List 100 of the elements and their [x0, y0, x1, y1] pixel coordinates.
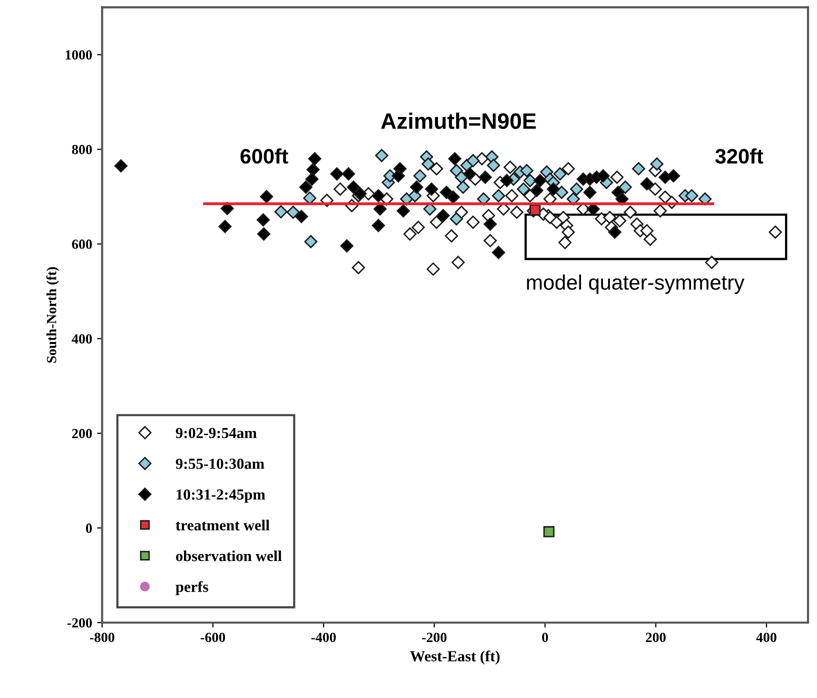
point: [500, 174, 514, 188]
y-tick-label: 400: [72, 334, 92, 344]
point: [505, 189, 518, 202]
point: [466, 216, 480, 229]
point: [520, 164, 534, 178]
x-tick-label: 400: [756, 632, 776, 642]
point: [114, 159, 128, 172]
point: [444, 229, 458, 243]
point: [583, 186, 596, 199]
point: [436, 208, 450, 222]
y-axis-title: South-North (ft): [46, 267, 60, 363]
annotation: 320ft: [715, 148, 764, 164]
point: [533, 174, 547, 188]
y-tick-label: 1000: [66, 50, 92, 60]
point: [375, 148, 388, 162]
y-tick-label: -200: [67, 618, 92, 628]
point: [373, 202, 387, 216]
point: [450, 212, 464, 226]
point: [562, 226, 575, 239]
point: [524, 174, 537, 188]
x-tick-label: -600: [200, 632, 226, 642]
point: [478, 170, 492, 184]
x-tick-label: -800: [90, 632, 114, 642]
legend-label: observation well: [176, 550, 282, 562]
point: [705, 256, 718, 270]
point: [423, 202, 436, 216]
point: [632, 162, 646, 176]
point: [666, 169, 680, 182]
point: [484, 218, 497, 231]
point: [305, 172, 319, 186]
point: [257, 227, 270, 241]
point: [492, 246, 506, 260]
point: [496, 202, 510, 216]
y-tick-label: 600: [72, 240, 92, 249]
point: [346, 180, 360, 194]
annotation: 600ft: [240, 148, 288, 164]
point: [342, 167, 356, 181]
point: [555, 186, 568, 199]
point: [466, 154, 480, 168]
point: [454, 206, 468, 219]
point: [256, 213, 270, 226]
point: [570, 182, 584, 196]
point: [768, 226, 782, 239]
x-axis-title: West-East (ft): [410, 650, 500, 664]
y-tick-label: 0: [86, 524, 92, 533]
legend-label: treatment well: [176, 520, 270, 530]
legend-label: perfs: [176, 581, 208, 596]
point: [530, 204, 541, 216]
legend-label: 9:02-9:54am: [176, 428, 257, 438]
point: [306, 163, 320, 176]
point: [530, 184, 544, 198]
y-tick-label: 800: [72, 144, 92, 154]
point: [553, 167, 567, 181]
point: [340, 239, 354, 252]
point: [430, 216, 444, 229]
point: [352, 261, 366, 274]
point: [410, 180, 424, 194]
point: [372, 189, 385, 202]
legend-label: 10:31-2:45pm: [176, 489, 266, 503]
point: [556, 210, 570, 224]
legend-label: 9:55-10:30am: [176, 458, 264, 470]
point: [543, 526, 554, 538]
point: [372, 218, 385, 232]
point: [463, 167, 476, 181]
x-tick-label: 200: [646, 632, 666, 642]
point: [422, 157, 435, 171]
point: [286, 206, 300, 219]
point: [650, 157, 664, 171]
point: [294, 210, 308, 224]
point: [452, 256, 465, 270]
point: [448, 152, 462, 166]
point: [510, 206, 524, 219]
point: [644, 232, 657, 246]
point: [654, 204, 667, 218]
point: [426, 262, 440, 276]
x-tick-label: -400: [311, 632, 336, 642]
point: [274, 205, 288, 218]
point: [558, 236, 572, 250]
point: [486, 158, 500, 172]
point: [412, 220, 425, 234]
point: [484, 234, 497, 248]
point: [413, 169, 426, 182]
annotation: Azimuth=N90E: [381, 112, 536, 129]
point: [403, 227, 417, 241]
point: [608, 226, 622, 239]
point: [648, 182, 662, 196]
y-tick-label: 200: [72, 428, 92, 438]
point: [586, 202, 600, 216]
point: [430, 162, 444, 176]
point: [446, 190, 460, 204]
point: [304, 235, 318, 248]
point: [610, 170, 624, 184]
point: [220, 202, 234, 216]
point: [308, 152, 322, 166]
point: [456, 180, 470, 194]
x-tick-label: 0: [542, 632, 548, 642]
annotation: model quater-symmetry: [527, 274, 744, 294]
point: [334, 182, 347, 196]
point: [218, 220, 232, 234]
point: [640, 224, 654, 238]
